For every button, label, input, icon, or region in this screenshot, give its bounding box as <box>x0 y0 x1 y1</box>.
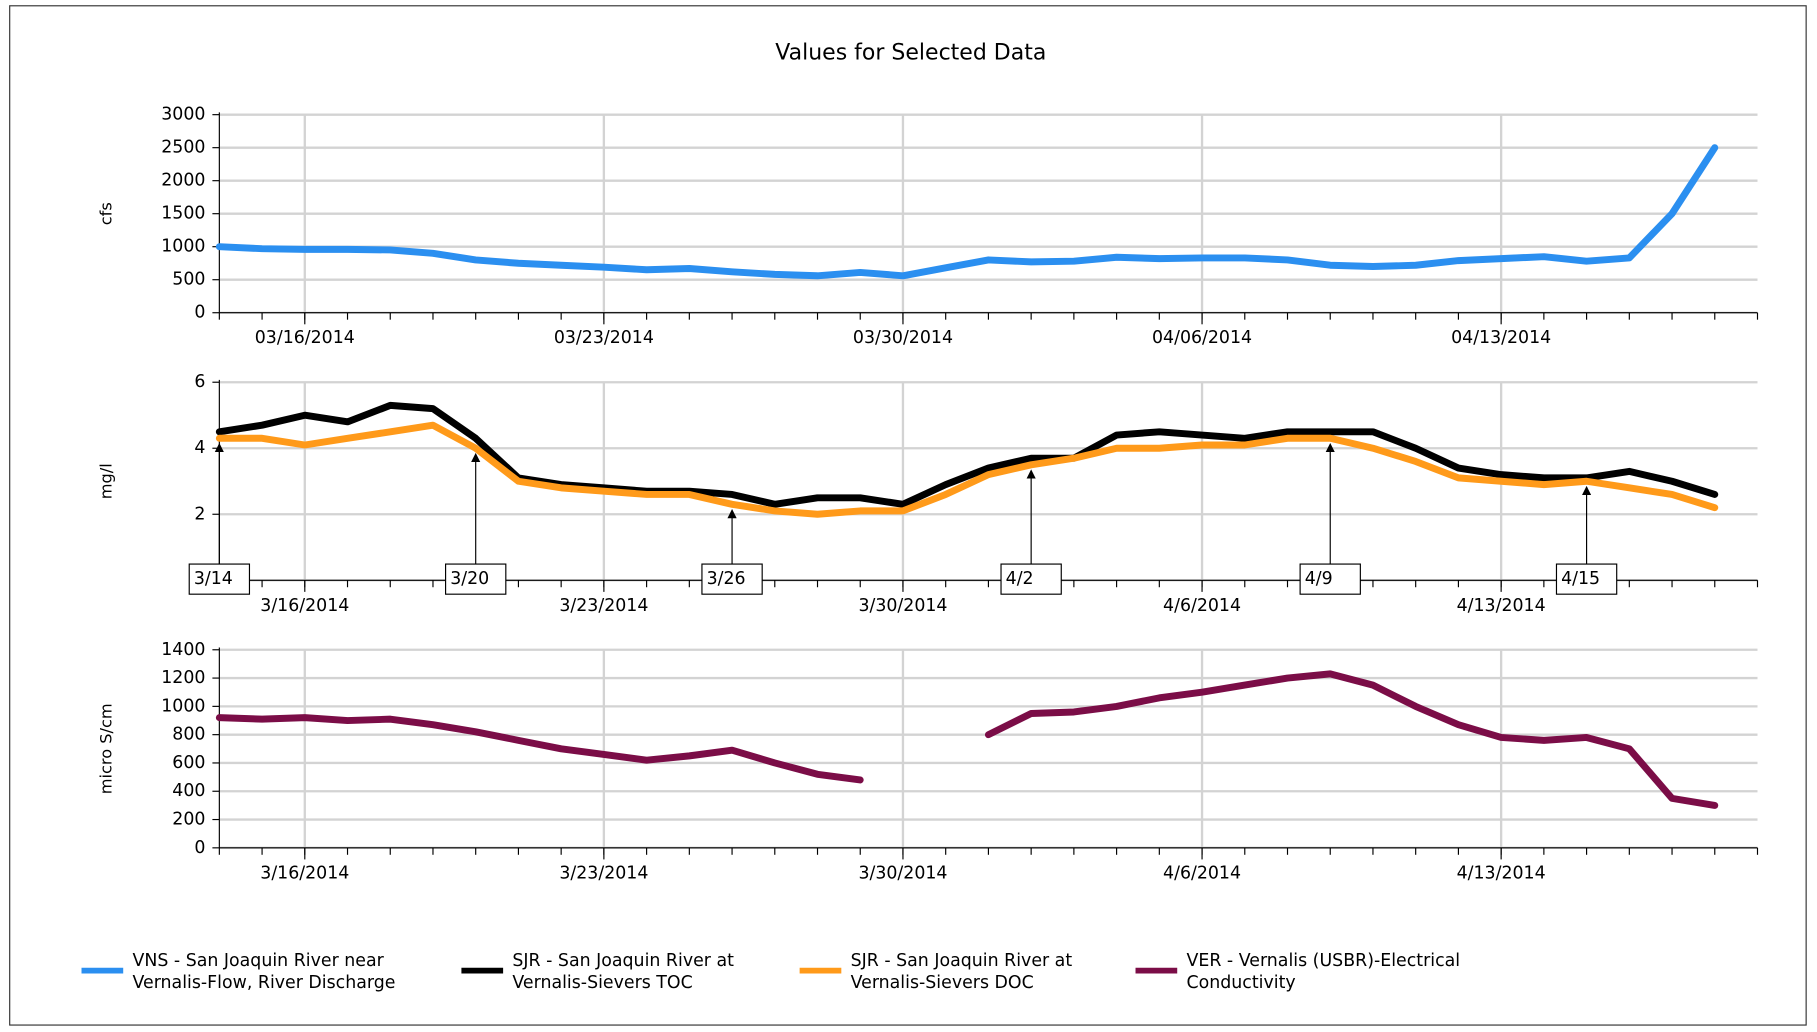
series-line <box>215 401 1719 508</box>
annotation-box <box>701 563 763 595</box>
y-axis-label: cfs <box>96 202 115 225</box>
y-tick-label: 1000 <box>161 237 205 257</box>
annotation-box <box>1555 563 1618 595</box>
annotation-label: 4/2 <box>1006 569 1034 589</box>
y-tick-label: 6 <box>194 372 205 392</box>
y-tick-label: 1000 <box>161 696 205 716</box>
legend-item: SJR - San Joaquin River at Vernalis-Siev… <box>512 949 734 993</box>
annotation-label: 3/14 <box>194 569 233 589</box>
legend-item: VER - Vernalis (USBR)-Electrical Conduct… <box>1186 949 1461 993</box>
chart-title: Values for Selected Data <box>775 40 1046 65</box>
annotation-label: 3/20 <box>450 569 489 589</box>
annotation-label: 4/9 <box>1305 569 1333 589</box>
y-tick-label: 2 <box>194 504 205 524</box>
y-tick-label: 0 <box>194 303 205 323</box>
series-line <box>215 144 1719 280</box>
y-axis-label: mg/l <box>96 463 115 499</box>
frame <box>9 5 1807 1026</box>
x-tick-label: 3/16/2014 <box>260 596 349 616</box>
y-tick-label: 800 <box>172 725 205 745</box>
y-tick-label: 500 <box>172 270 205 290</box>
legend-label: VNS - San Joaquin River near Vernalis-Fl… <box>132 949 396 993</box>
annotation-box <box>1299 563 1361 595</box>
annotation-label: 4/15 <box>1561 569 1600 589</box>
x-tick-label: 4/6/2014 <box>1163 863 1241 883</box>
y-tick-label: 1500 <box>161 204 205 224</box>
annotation-label: 3/26 <box>707 569 746 589</box>
x-tick-label: 3/30/2014 <box>858 596 947 616</box>
y-tick-label: 0 <box>194 838 205 858</box>
y-tick-label: 400 <box>172 781 205 801</box>
y-tick-label: 1200 <box>161 668 205 688</box>
x-tick-label: 03/30/2014 <box>853 328 953 348</box>
x-tick-label: 04/06/2014 <box>1152 328 1252 348</box>
x-tick-label: 04/13/2014 <box>1451 328 1551 348</box>
legend-item: VNS - San Joaquin River near Vernalis-Fl… <box>132 949 396 993</box>
y-tick-label: 3000 <box>161 105 205 125</box>
y-axis-label: micro S/cm <box>96 703 115 794</box>
legend-label: SJR - San Joaquin River at Vernalis-Siev… <box>512 949 734 993</box>
x-tick-label: 3/16/2014 <box>260 863 349 883</box>
y-tick-label: 2000 <box>161 171 205 191</box>
x-tick-label: 4/13/2014 <box>1457 863 1546 883</box>
y-tick-label: 4 <box>194 438 205 458</box>
series-line <box>215 670 1719 809</box>
legend-label: SJR - San Joaquin River at Vernalis-Siev… <box>850 949 1073 993</box>
annotation-box <box>188 563 251 595</box>
legend-label: VER - Vernalis (USBR)-Electrical Conduct… <box>1186 949 1461 993</box>
annotation-box <box>445 563 507 595</box>
x-tick-label: 03/23/2014 <box>554 328 654 348</box>
annotation-box <box>1000 563 1062 595</box>
x-tick-label: 4/6/2014 <box>1163 596 1241 616</box>
series-line <box>215 421 1719 518</box>
y-tick-label: 2500 <box>161 138 205 158</box>
x-tick-label: 3/23/2014 <box>559 863 648 883</box>
legend-item: SJR - San Joaquin River at Vernalis-Siev… <box>850 949 1073 993</box>
y-tick-label: 1400 <box>161 640 205 660</box>
x-tick-label: 3/23/2014 <box>559 596 648 616</box>
y-tick-label: 200 <box>172 810 205 830</box>
y-tick-label: 600 <box>172 753 205 773</box>
x-tick-label: 03/16/2014 <box>255 328 355 348</box>
x-tick-label: 3/30/2014 <box>858 863 947 883</box>
x-tick-label: 4/13/2014 <box>1457 596 1546 616</box>
